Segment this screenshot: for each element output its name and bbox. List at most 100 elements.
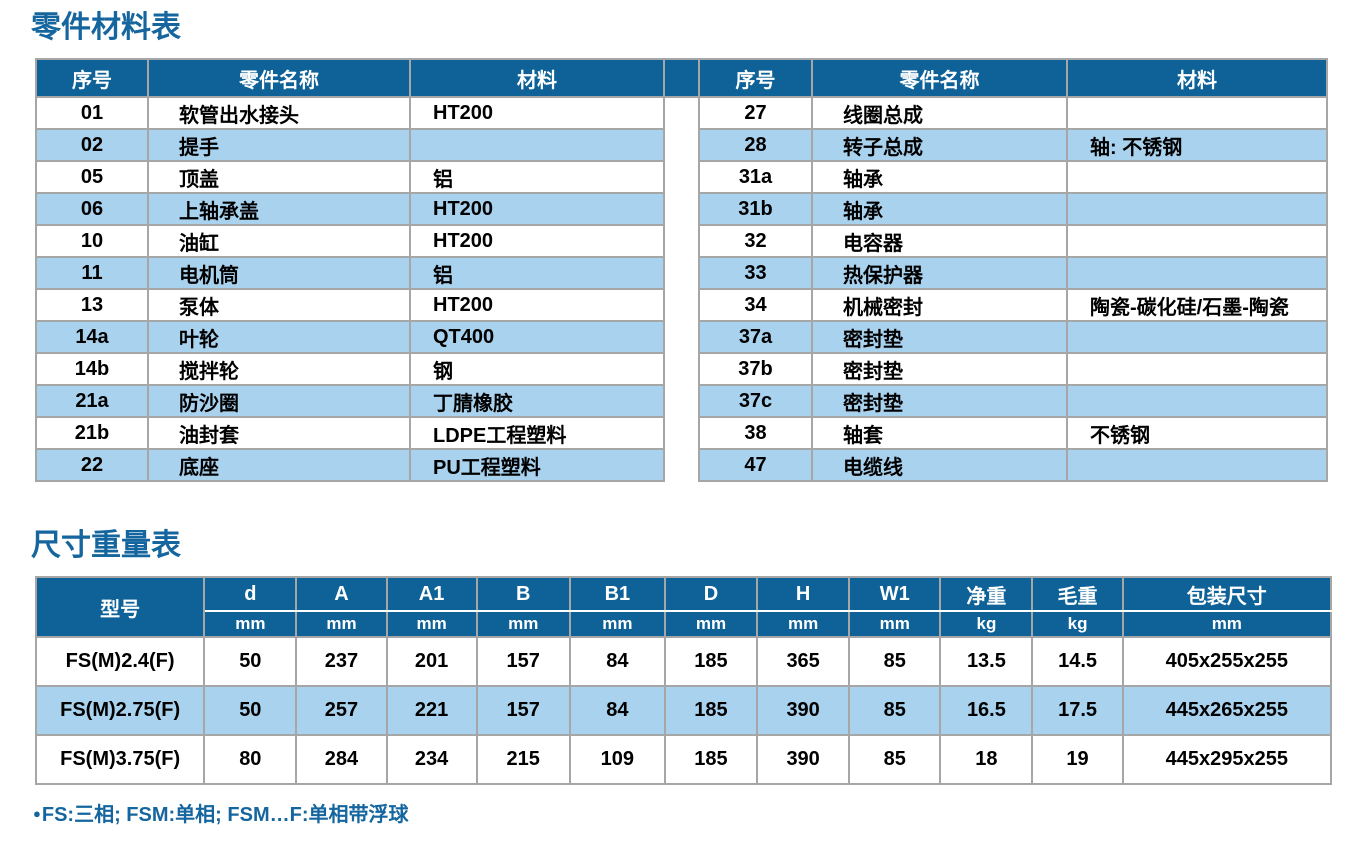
parts-table-row: 05 顶盖铝 <box>35 160 665 194</box>
dimension-value-cell: 365 <box>756 636 851 687</box>
part-name-cell: 软管出水接头 <box>147 96 411 130</box>
dimension-value-cell: 85 <box>848 734 942 785</box>
part-material-cell: 轴: 不锈钢 <box>1066 128 1328 162</box>
part-number-cell: 05 <box>35 160 149 194</box>
part-number-cell: 21a <box>35 384 149 418</box>
dimension-value-cell: 257 <box>295 685 388 736</box>
parts-table-row: 14a 叶轮 QT400 <box>35 320 665 354</box>
dimension-value-cell: 19 <box>1031 734 1124 785</box>
part-name-cell: 提手 <box>147 128 411 162</box>
dimension-value-cell: 221 <box>385 685 478 736</box>
dimension-value-cell: 84 <box>568 685 666 736</box>
dim-column-unit: mm <box>568 610 666 638</box>
part-number-cell: 37a <box>698 320 813 354</box>
dim-column-unit: mm <box>756 610 851 638</box>
dim-column-label: A <box>295 576 388 612</box>
part-name-cell: 密封垫 <box>811 384 1068 418</box>
dimension-value-cell: 84 <box>568 636 666 687</box>
tables-connector <box>665 58 698 98</box>
dim-column-label: B <box>475 576 571 612</box>
part-material-cell: HT200 <box>409 96 665 130</box>
datasheet-page: 零件材料表 序号 零件名称 材料 01 软管出水接头 HT200 02 提手 05 顶盖铝 0… <box>31 11 1333 826</box>
part-number-cell: 14b <box>35 352 149 386</box>
dimension-value-cell: 405x255x255 <box>1121 636 1333 687</box>
part-number-cell: 37b <box>698 352 813 386</box>
dim-column-label: B1 <box>568 576 666 612</box>
part-material-cell: QT400 <box>409 320 665 354</box>
part-name-cell: 轴承 <box>811 160 1068 194</box>
model-cell: FS(M)3.75(F) <box>34 734 206 785</box>
dimension-value-cell: 80 <box>203 734 298 785</box>
column-header-no: 序号 <box>35 58 149 98</box>
part-name-cell: 密封垫 <box>811 320 1068 354</box>
dim-column-label: A1 <box>385 576 478 612</box>
parts-table-row: 13 泵体 HT200 <box>35 288 665 322</box>
part-name-cell: 叶轮 <box>147 320 411 354</box>
parts-table-row: 22 底座 PU工程塑料 <box>35 448 665 482</box>
parts-table-row: 14b 搅拌轮钢 <box>35 352 665 386</box>
connector-header-block <box>665 58 698 98</box>
part-material-cell: 不锈钢 <box>1066 416 1328 450</box>
dim-column-label: 毛重 <box>1031 576 1124 612</box>
part-material-cell: 陶瓷-碳化硅/石墨-陶瓷 <box>1066 288 1328 322</box>
dimension-value-cell: 237 <box>295 636 388 687</box>
parts-table-row: 10 油缸 HT200 <box>35 224 665 258</box>
dimension-value-cell: 157 <box>475 685 571 736</box>
parts-table-row: 37c 密封垫 <box>698 384 1328 418</box>
part-number-cell: 02 <box>35 128 149 162</box>
dimension-value-cell: 445x265x255 <box>1121 685 1333 736</box>
part-number-cell: 34 <box>698 288 813 322</box>
dimension-value-cell: 185 <box>663 685 759 736</box>
dim-column-unit: mm <box>203 610 298 638</box>
dim-column-unit: mm <box>385 610 478 638</box>
dim-column-label: 包装尺寸 <box>1121 576 1333 612</box>
dim-column-unit: kg <box>1031 610 1124 638</box>
part-name-cell: 轴套 <box>811 416 1068 450</box>
dimensions-section-title: 尺寸重量表 <box>31 529 181 562</box>
dimension-value-cell: 157 <box>475 636 571 687</box>
part-material-cell <box>1066 96 1328 130</box>
dimensions-header-unit-row: mm mm mm mm mm mm mm mm kg kg mm <box>36 610 1333 638</box>
dim-column-unit: mm <box>663 610 759 638</box>
parts-table-row: 32 电容器 <box>698 224 1328 258</box>
part-number-cell: 28 <box>698 128 813 162</box>
dimension-value-cell: 284 <box>295 734 388 785</box>
dimensions-table: 型号 d A A1 B B1 D H W1 净重 毛重 包装尺寸 mm mm mm mm mm mm mm mm k… <box>34 576 1333 785</box>
part-name-cell: 底座 <box>147 448 411 482</box>
parts-table-right: 序号 零件名称 材料 27 线圈总成 28 转子总成 轴: 不锈钢 31a 轴承 31b 轴承 3… <box>698 58 1328 482</box>
bullet-icon: ● <box>33 806 41 821</box>
part-number-cell: 31a <box>698 160 813 194</box>
column-header-name: 零件名称 <box>147 58 411 98</box>
parts-table-row: 47 电缆线 <box>698 448 1328 482</box>
part-name-cell: 电机筒 <box>147 256 411 290</box>
dimension-value-cell: 390 <box>756 685 851 736</box>
part-number-cell: 01 <box>35 96 149 130</box>
part-material-cell: 丁腈橡胶 <box>409 384 665 418</box>
dimension-value-cell: 234 <box>385 734 478 785</box>
dimension-value-cell: 201 <box>385 636 478 687</box>
dim-column-unit: mm <box>848 610 942 638</box>
part-material-cell <box>1066 160 1328 194</box>
part-material-cell: HT200 <box>409 192 665 226</box>
part-name-cell: 油封套 <box>147 416 411 450</box>
part-number-cell: 11 <box>35 256 149 290</box>
parts-table-row: 27 线圈总成 <box>698 96 1328 130</box>
part-number-cell: 31b <box>698 192 813 226</box>
part-name-cell: 转子总成 <box>811 128 1068 162</box>
part-material-cell <box>1066 192 1328 226</box>
parts-table-row: 31a 轴承 <box>698 160 1328 194</box>
part-name-cell: 上轴承盖 <box>147 192 411 226</box>
part-name-cell: 机械密封 <box>811 288 1068 322</box>
parts-table-row: 34 机械密封 陶瓷-碳化硅/石墨-陶瓷 <box>698 288 1328 322</box>
dimension-value-cell: 50 <box>203 636 298 687</box>
parts-table-row: 37b 密封垫 <box>698 352 1328 386</box>
dim-column-label: D <box>663 576 759 612</box>
part-material-cell <box>1066 256 1328 290</box>
dimension-value-cell: 50 <box>203 685 298 736</box>
parts-table-row: 37a 密封垫 <box>698 320 1328 354</box>
part-name-cell: 顶盖 <box>147 160 411 194</box>
dimension-value-cell: 85 <box>848 685 942 736</box>
dimensions-table-row: FS(M)3.75(F) 80 284 234 215 109 185 390 85 18 19 44… <box>34 734 1333 785</box>
column-header-model: 型号 <box>34 576 206 638</box>
column-header-name: 零件名称 <box>811 58 1068 98</box>
